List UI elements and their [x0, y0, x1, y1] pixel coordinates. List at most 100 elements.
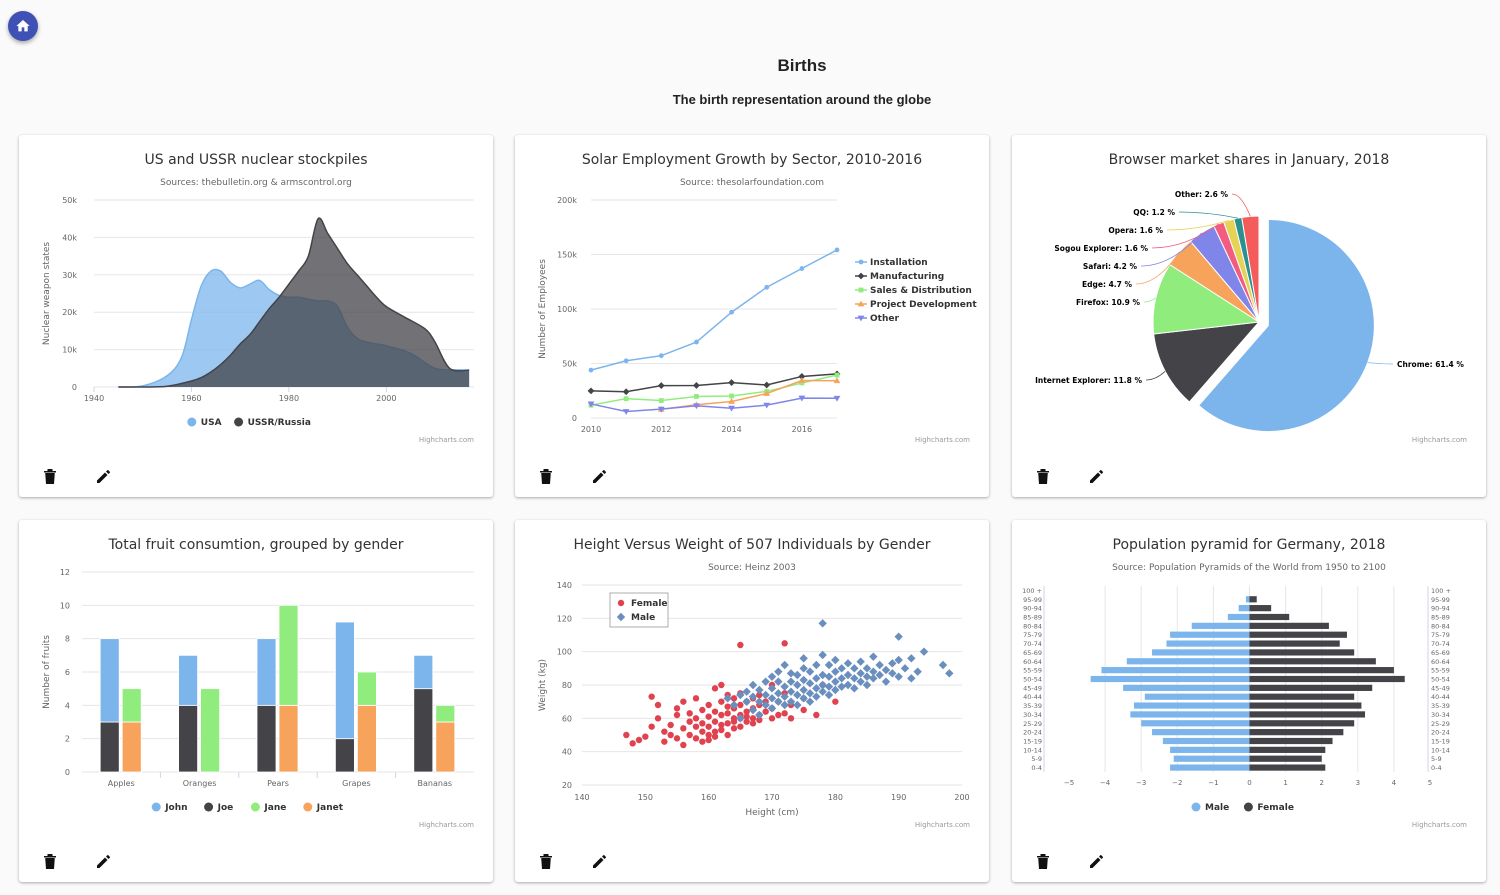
y-tick-label-left: 90-94 [1023, 605, 1042, 613]
bar [99, 638, 120, 723]
data-point [667, 731, 674, 739]
bar [1170, 764, 1250, 771]
y-tick-label: 100k [557, 305, 577, 314]
data-point [775, 711, 782, 719]
data-point [661, 728, 668, 735]
y-tick-label-left: 50-54 [1023, 676, 1042, 684]
pie-connector [1367, 362, 1394, 365]
card-actions [41, 467, 113, 485]
chart-subtitle: Source: thesolarfoundation.com [680, 178, 824, 188]
y-tick-label-left: 100 + [1022, 587, 1042, 595]
delete-icon [1037, 469, 1049, 484]
y-tick-label-right: 55-59 [1431, 667, 1450, 675]
edit-button[interactable] [1088, 467, 1106, 485]
data-point [693, 382, 700, 389]
data-point [799, 685, 808, 695]
bar [1249, 702, 1362, 709]
page-title: Births [777, 56, 827, 75]
y-tick-label: 200k [557, 196, 577, 205]
y-tick-label: 40k [62, 233, 77, 242]
pie-label: Chrome: 61.4 % [1397, 360, 1464, 369]
legend-marker [857, 315, 865, 322]
data-point [875, 660, 884, 670]
chart-card-population: Population pyramid for Germany, 2018 Sour… [1012, 520, 1486, 882]
edit-button[interactable] [95, 467, 113, 485]
delete-button[interactable] [537, 467, 555, 485]
legend-label: Joe [217, 803, 234, 813]
delete-button[interactable] [41, 467, 59, 485]
data-point [799, 654, 808, 663]
bar [1249, 631, 1347, 638]
data-point [824, 682, 834, 691]
pie-connector [1166, 220, 1229, 231]
data-point [781, 710, 788, 717]
data-point [692, 695, 700, 702]
data-point [793, 680, 802, 690]
data-point [767, 704, 777, 713]
line-series [661, 379, 838, 411]
chart-title: Height Versus Weight of 507 Individuals … [574, 537, 931, 553]
bar [1249, 684, 1373, 691]
home-button[interactable] [8, 11, 38, 41]
data-point [736, 690, 745, 700]
bar [1173, 755, 1250, 762]
x-tick-label: 2 [1319, 779, 1323, 787]
x-tick-label: 2016 [792, 425, 812, 434]
data-point [945, 669, 954, 678]
data-point [705, 731, 712, 739]
data-point [657, 382, 665, 389]
data-point [843, 680, 853, 690]
y-tick-label-left: 5-9 [1031, 755, 1042, 763]
data-point [919, 647, 929, 656]
pie-connector [1231, 193, 1251, 217]
y-tick-label-right: 60-64 [1431, 658, 1450, 666]
legend-label: Female [631, 599, 668, 609]
data-point [833, 377, 841, 384]
legend-marker [1191, 802, 1201, 812]
bar [278, 604, 299, 706]
data-point [831, 655, 840, 665]
pie-connector [1178, 211, 1238, 219]
edit-button[interactable] [1088, 852, 1106, 870]
delete-button[interactable] [1034, 852, 1052, 870]
legend-marker [857, 272, 865, 280]
bar [1126, 658, 1250, 665]
data-point [729, 700, 739, 710]
chart-population-pyramid: Population pyramid for Germany, 2018 Sour… [1022, 537, 1467, 829]
card-actions [41, 852, 113, 870]
data-point [793, 690, 802, 700]
data-point [786, 677, 796, 686]
y-tick-label-left: 45-49 [1023, 684, 1042, 692]
data-point [705, 736, 712, 744]
edit-button[interactable] [591, 852, 609, 870]
edit-icon [1090, 854, 1104, 868]
y-tick-label: 10 [60, 601, 70, 610]
y-tick-label: 40 [562, 748, 572, 757]
data-point [818, 619, 827, 628]
delete-button[interactable] [537, 852, 555, 870]
edit-button[interactable] [591, 467, 609, 485]
data-point [680, 741, 687, 749]
bar [413, 688, 434, 773]
data-point [711, 728, 719, 735]
bar [1162, 737, 1250, 745]
edit-icon [593, 854, 607, 868]
data-point [767, 672, 777, 681]
legend-label: Jane [263, 803, 286, 813]
chart-card-height-weight: Height Versus Weight of 507 Individuals … [515, 520, 989, 882]
y-tick-label-right: 70-74 [1431, 640, 1450, 648]
x-tick-label: 2010 [581, 425, 601, 434]
y-tick-label-left: 55-59 [1023, 667, 1042, 675]
data-point [805, 697, 815, 706]
chart-title: US and USSR nuclear stockpiles [144, 152, 367, 168]
x-tick-label: 150 [638, 793, 653, 802]
y-tick-label-right: 75-79 [1431, 631, 1450, 639]
edit-button[interactable] [95, 852, 113, 870]
delete-button[interactable] [41, 852, 59, 870]
data-point [831, 685, 840, 695]
delete-button[interactable] [1034, 467, 1052, 485]
chart-title: Total fruit consumtion, grouped by gende… [107, 537, 403, 553]
x-tick-label: 1940 [84, 394, 104, 403]
bar [1249, 746, 1326, 753]
pie-connector [1145, 371, 1166, 381]
